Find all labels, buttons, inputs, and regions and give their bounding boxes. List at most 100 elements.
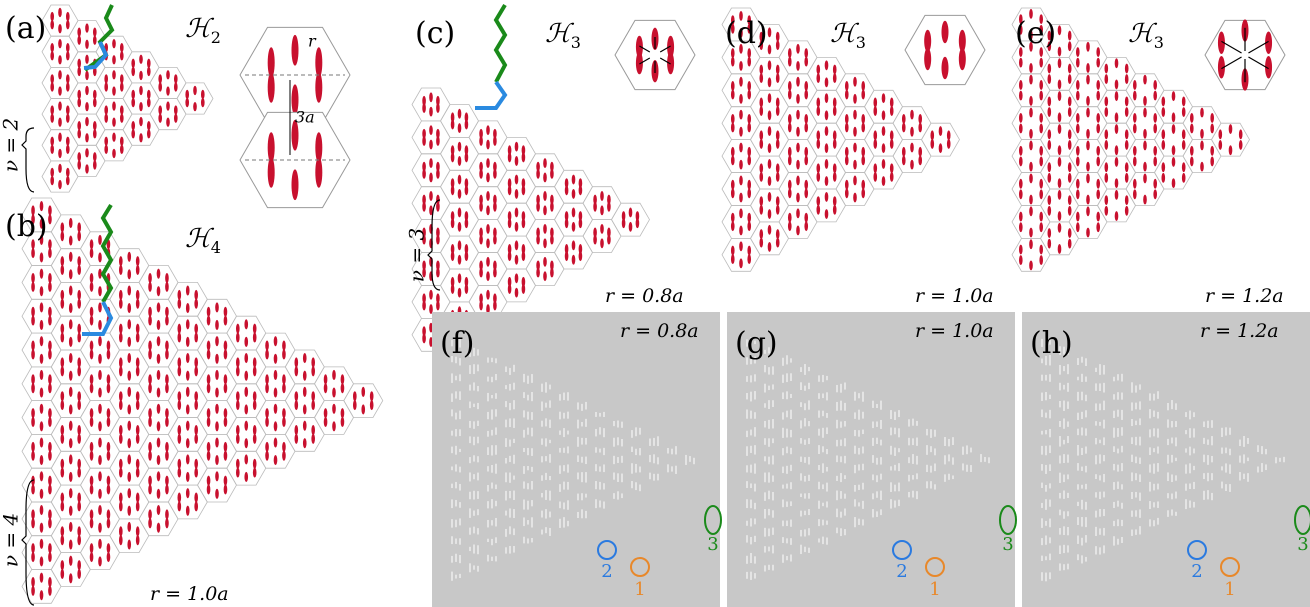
particle bbox=[127, 269, 131, 279]
particle bbox=[739, 160, 743, 170]
particle bbox=[107, 509, 111, 519]
particle bbox=[1076, 113, 1080, 123]
particle bbox=[119, 459, 123, 469]
particle bbox=[1153, 124, 1157, 134]
particle bbox=[236, 400, 240, 410]
particle bbox=[157, 505, 161, 515]
particle bbox=[77, 366, 81, 376]
particle bbox=[429, 125, 433, 135]
particle bbox=[107, 451, 111, 461]
particle bbox=[268, 132, 275, 163]
particle bbox=[759, 205, 763, 215]
particle bbox=[158, 105, 162, 114]
particle bbox=[1019, 255, 1023, 265]
particle bbox=[747, 90, 751, 100]
particle bbox=[796, 44, 800, 54]
particle bbox=[1058, 178, 1062, 188]
particle bbox=[833, 172, 837, 182]
particle bbox=[607, 228, 611, 238]
particle bbox=[236, 425, 240, 435]
particle bbox=[536, 260, 540, 270]
particle bbox=[731, 254, 735, 264]
particle bbox=[69, 353, 73, 363]
particle bbox=[148, 349, 152, 359]
particle bbox=[85, 117, 89, 126]
particle bbox=[193, 102, 197, 111]
particle bbox=[1096, 124, 1100, 134]
particle bbox=[1058, 244, 1062, 254]
particle bbox=[1133, 113, 1137, 123]
particle bbox=[40, 539, 44, 549]
particle bbox=[77, 560, 81, 570]
particle bbox=[166, 118, 170, 127]
particle bbox=[486, 173, 490, 183]
particle bbox=[93, 121, 97, 130]
particle bbox=[600, 205, 604, 215]
particle bbox=[77, 569, 81, 579]
particle bbox=[1058, 190, 1062, 200]
particle bbox=[1039, 212, 1043, 222]
particle bbox=[458, 142, 462, 152]
particle bbox=[1200, 162, 1204, 172]
particle bbox=[98, 336, 102, 346]
particle bbox=[98, 556, 102, 566]
particle bbox=[1115, 124, 1119, 134]
particle bbox=[1143, 75, 1147, 85]
particle bbox=[1068, 173, 1072, 183]
particle bbox=[165, 417, 169, 427]
particle bbox=[324, 374, 328, 384]
particle bbox=[186, 472, 190, 482]
particle bbox=[804, 147, 808, 157]
particle bbox=[429, 107, 433, 117]
particle bbox=[1058, 91, 1062, 101]
particle bbox=[77, 152, 81, 161]
particle bbox=[90, 248, 94, 258]
particle bbox=[436, 293, 440, 303]
particle bbox=[90, 484, 94, 494]
inset bbox=[1205, 19, 1285, 90]
particle bbox=[1058, 58, 1062, 68]
particle bbox=[48, 239, 52, 249]
particle bbox=[77, 459, 81, 469]
particle bbox=[853, 143, 857, 153]
particle bbox=[127, 353, 131, 363]
particle bbox=[1076, 212, 1080, 222]
particle bbox=[66, 43, 70, 52]
particle bbox=[861, 123, 865, 133]
particle bbox=[788, 147, 792, 157]
particle bbox=[90, 451, 94, 461]
particle bbox=[861, 188, 865, 198]
particle bbox=[458, 208, 462, 218]
particle bbox=[119, 434, 123, 444]
particle bbox=[816, 98, 820, 108]
particle bbox=[1125, 140, 1129, 150]
particle bbox=[48, 408, 52, 418]
particle bbox=[136, 459, 140, 469]
radius-label: r = 0.8a bbox=[605, 285, 684, 307]
particle bbox=[147, 67, 151, 76]
marker-label: 2 bbox=[601, 561, 612, 582]
particle bbox=[90, 383, 94, 393]
particle bbox=[120, 43, 124, 52]
particle bbox=[1125, 96, 1129, 106]
particle bbox=[207, 349, 211, 359]
particle bbox=[1058, 145, 1062, 155]
particle bbox=[572, 222, 576, 232]
particle bbox=[77, 434, 81, 444]
particle bbox=[910, 127, 914, 137]
particle bbox=[98, 539, 102, 549]
particle bbox=[1125, 107, 1129, 117]
particle bbox=[1076, 146, 1080, 156]
particle bbox=[479, 228, 483, 238]
panel-label: (c) bbox=[415, 16, 455, 51]
particle bbox=[236, 434, 240, 444]
particle bbox=[731, 114, 735, 124]
marker-label: 3 bbox=[1002, 534, 1013, 555]
particle bbox=[816, 106, 820, 116]
particle bbox=[66, 113, 70, 122]
particle bbox=[493, 228, 497, 238]
particle bbox=[136, 332, 140, 342]
particle bbox=[58, 133, 62, 142]
particle bbox=[1019, 58, 1023, 68]
particle bbox=[104, 145, 108, 154]
